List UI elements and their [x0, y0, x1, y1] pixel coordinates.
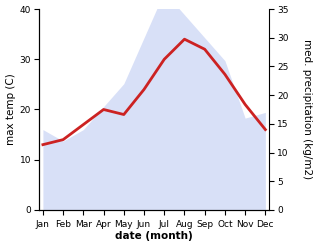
- Y-axis label: med. precipitation (kg/m2): med. precipitation (kg/m2): [302, 40, 313, 180]
- Y-axis label: max temp (C): max temp (C): [5, 74, 16, 145]
- X-axis label: date (month): date (month): [115, 231, 193, 242]
